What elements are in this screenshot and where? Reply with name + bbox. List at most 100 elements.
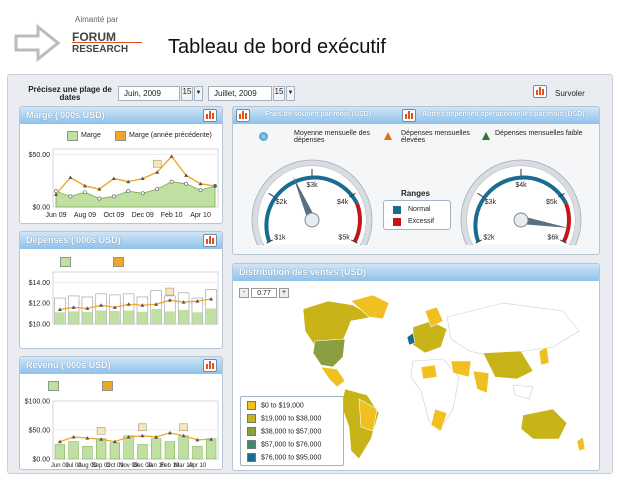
map-new-zealand[interactable]	[576, 436, 586, 452]
revenue-line-point	[195, 437, 200, 442]
end-day-spinner[interactable]: 15	[273, 86, 285, 101]
date-range-label: Précisez une plage de dates	[28, 85, 112, 102]
map-north-africa[interactable]	[420, 364, 438, 380]
expense-bar	[151, 309, 161, 324]
x-tick-label: Feb 10	[161, 212, 183, 219]
gauge-tick-label: $5k	[546, 199, 558, 206]
revenue-line-point	[71, 434, 76, 439]
expense-bar	[96, 310, 106, 324]
gauge-tick-label: $1k	[274, 234, 286, 241]
map-usa[interactable]	[312, 338, 346, 368]
map-russia[interactable]	[446, 302, 580, 358]
revenue-bar	[164, 441, 175, 460]
margin-point	[140, 191, 145, 196]
map-legend-row: $57,000 to $76,000	[247, 440, 321, 451]
gauge-tick-label: $4k	[337, 199, 349, 206]
gauge-tick-label: $3k	[485, 199, 497, 206]
map-india[interactable]	[472, 370, 490, 394]
expense-bar	[82, 311, 93, 324]
margin-chart[interactable]: $0.00 $50.00 Jun 09 Aug 09 Oct 09 Dec 09 Feb 1…	[20, 143, 223, 224]
map-mexico[interactable]	[320, 366, 346, 388]
expense-bar	[68, 311, 79, 324]
gauge-needle	[520, 216, 569, 228]
hover-chart-icon[interactable]	[533, 85, 547, 98]
brand-research: RESEARCH	[72, 44, 129, 55]
map-brazil[interactable]	[358, 398, 378, 432]
end-date-dropdown[interactable]: ▼	[286, 86, 295, 101]
expense-bar	[137, 311, 148, 324]
revenue-line-point	[181, 433, 186, 438]
opex-gauge[interactable]: $2k $3k $4k $5k $6k	[456, 145, 586, 245]
revenue-bar	[96, 438, 107, 460]
gauge-tick	[268, 192, 275, 198]
margin-prev-point	[97, 187, 102, 191]
expense-bar	[165, 311, 175, 324]
ranges-legend: Normal Excessif	[383, 200, 451, 230]
expenses-legend-green-swatch	[60, 257, 71, 267]
revenue-bar	[137, 444, 148, 460]
support-expense-gauge[interactable]: $1k $2k $3k $4k $5k	[247, 145, 377, 245]
map-china[interactable]	[482, 350, 534, 380]
start-day-spinner[interactable]: 15	[181, 86, 193, 101]
map-south-africa[interactable]	[430, 408, 448, 432]
gauge-hub	[513, 212, 529, 228]
legend-color-swatch	[247, 414, 256, 423]
zoom-in-button[interactable]: +	[279, 288, 289, 298]
x-tick-label: Jun 09	[51, 463, 70, 469]
margin-chart-type-button[interactable]	[203, 109, 217, 122]
revenue-line-point	[209, 437, 214, 441]
revenue-line-point	[57, 439, 62, 444]
revenue-line	[59, 432, 212, 443]
expense-line-point	[112, 305, 117, 309]
revenue-legend-green-swatch	[48, 381, 59, 391]
x-tick-label: Jan 10	[147, 463, 166, 469]
x-tick-label: Nov 09	[119, 463, 139, 469]
map-scandinavia[interactable]	[424, 306, 444, 328]
margin-point	[198, 188, 203, 193]
map-legend: $0 to $19,000 $19,000 to $38,000 $38,000…	[240, 396, 344, 466]
expense-line-point	[57, 307, 62, 311]
map-greenland[interactable]	[350, 294, 390, 320]
gauge-tick	[350, 239, 358, 244]
map-japan[interactable]	[538, 346, 550, 366]
x-tick-label: Jun 09	[45, 212, 66, 219]
zoom-out-button[interactable]: -	[239, 288, 249, 298]
x-tick-label: Dec 09	[132, 212, 154, 219]
revenue-panel: Revenu ('000s USD) $0.00 $50.00 $100.00 Jun…	[19, 356, 223, 470]
expense-line-point	[126, 302, 131, 306]
expenses-chart-type-button[interactable]	[203, 234, 217, 247]
map-middle-east[interactable]	[450, 360, 472, 378]
expense-line-point	[71, 305, 76, 309]
gauge-tick-label: $4k	[515, 182, 527, 189]
margin-point	[184, 181, 188, 186]
annotation-icon	[179, 423, 188, 432]
map-uk[interactable]	[406, 332, 416, 346]
y-tick-label: $0.00	[32, 205, 50, 212]
x-tick-label: Apr 10	[189, 463, 207, 469]
margin-point	[169, 179, 174, 184]
end-date-field[interactable]: Juillet, 2009	[208, 86, 272, 101]
world-map[interactable]	[233, 281, 600, 471]
zoom-level-field[interactable]: 0.77	[251, 288, 277, 298]
revenue-chart-type-button[interactable]	[203, 359, 217, 372]
margin-prev-line	[55, 155, 216, 195]
annotation-icon	[138, 423, 147, 432]
expense-line-point	[140, 303, 145, 307]
opex-gauge-chart-button[interactable]	[402, 109, 416, 122]
expense-bar	[192, 312, 203, 324]
map-legend-row: $19,000 to $38,000	[247, 414, 321, 425]
support-gauge-chart-button[interactable]	[236, 109, 250, 122]
start-date-field[interactable]: Juin, 2009	[118, 86, 180, 101]
map-australia[interactable]	[520, 408, 568, 440]
revenue-bar	[178, 435, 189, 460]
gauge-hub	[304, 212, 320, 228]
gauge-tick	[349, 192, 356, 198]
x-tick-label: Oct 09	[104, 212, 125, 219]
x-tick-label: Jul 09	[66, 463, 83, 469]
annotation-icon	[165, 287, 175, 296]
expenses-chart[interactable]: $10.00 $12.00 $14.00	[20, 270, 223, 349]
start-date-dropdown[interactable]: ▼	[194, 86, 203, 101]
map-europe[interactable]	[412, 320, 448, 354]
map-southeast-asia[interactable]	[512, 384, 534, 400]
